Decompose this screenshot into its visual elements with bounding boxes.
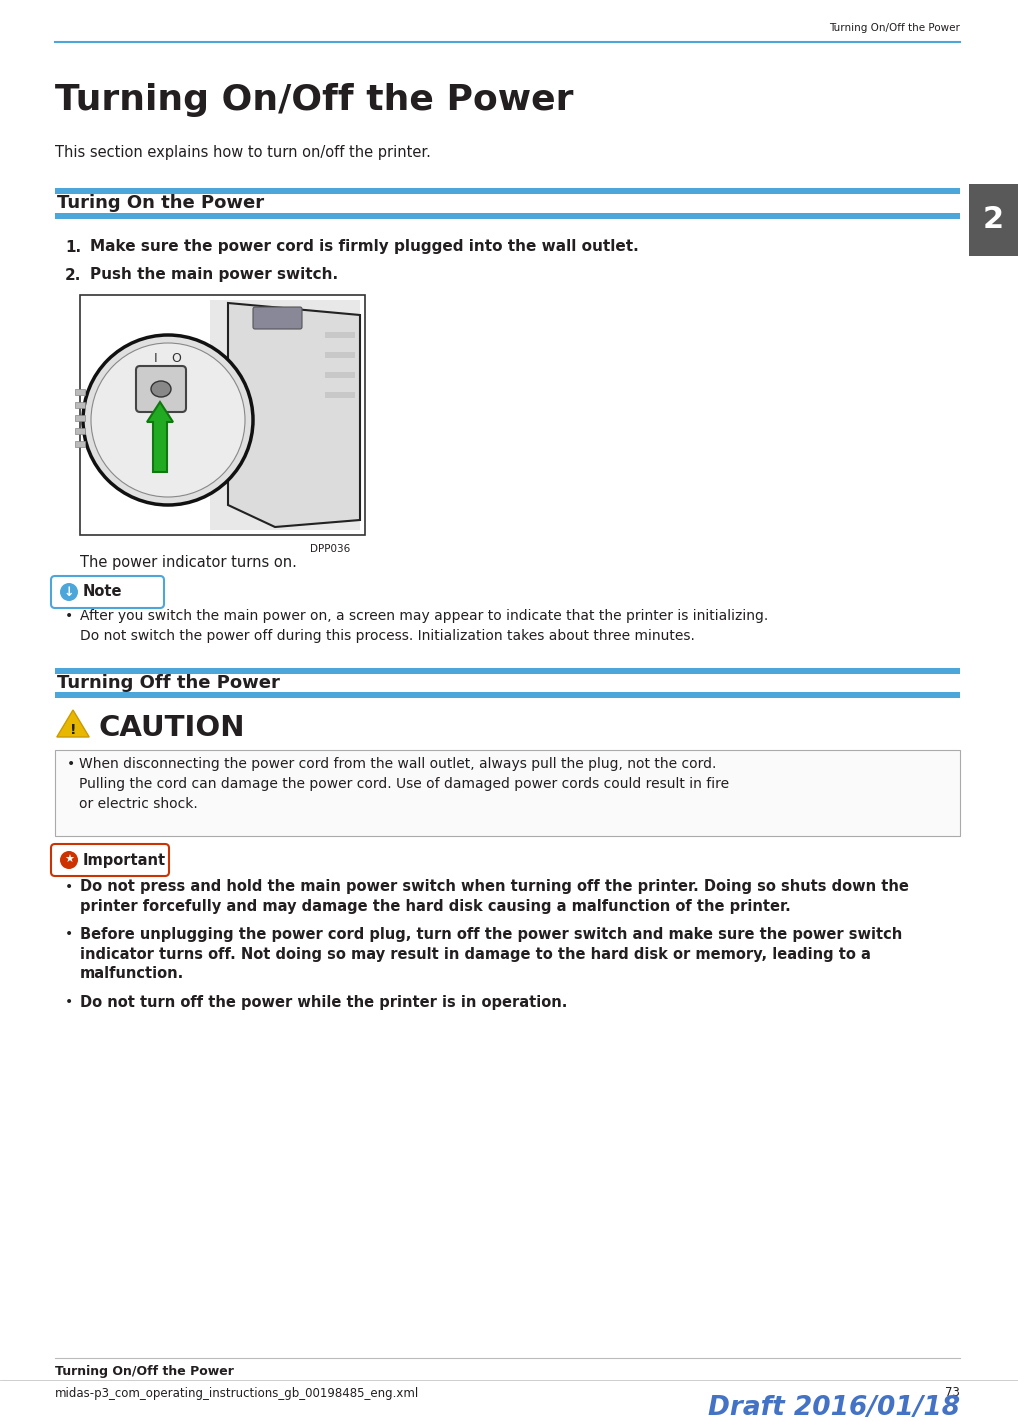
Text: Turing On the Power: Turing On the Power bbox=[57, 195, 264, 213]
Text: I: I bbox=[154, 351, 158, 365]
Text: Do not press and hold the main power switch when turning off the printer. Doing : Do not press and hold the main power swi… bbox=[80, 880, 909, 894]
Text: indicator turns off. Not doing so may result in damage to the hard disk or memor: indicator turns off. Not doing so may re… bbox=[80, 946, 870, 962]
Text: 73: 73 bbox=[945, 1387, 960, 1400]
Bar bbox=[325, 392, 355, 398]
Text: or electric shock.: or electric shock. bbox=[79, 797, 197, 811]
Bar bbox=[80, 296, 365, 534]
Bar bbox=[325, 372, 355, 378]
Bar bbox=[210, 300, 360, 530]
Text: Make sure the power cord is firmly plugged into the wall outlet.: Make sure the power cord is firmly plugg… bbox=[90, 240, 638, 254]
Polygon shape bbox=[57, 710, 90, 737]
FancyBboxPatch shape bbox=[253, 307, 302, 330]
Text: Do not switch the power off during this process. Initialization takes about thre: Do not switch the power off during this … bbox=[80, 630, 695, 642]
Ellipse shape bbox=[151, 381, 171, 396]
Bar bbox=[55, 692, 960, 698]
Bar bbox=[75, 428, 84, 433]
Text: printer forcefully and may damage the hard disk causing a malfunction of the pri: printer forcefully and may damage the ha… bbox=[80, 899, 791, 915]
Text: After you switch the main power on, a screen may appear to indicate that the pri: After you switch the main power on, a sc… bbox=[80, 610, 769, 622]
Circle shape bbox=[60, 583, 78, 601]
Text: Turning On/Off the Power: Turning On/Off the Power bbox=[55, 82, 573, 117]
Text: O: O bbox=[171, 351, 181, 365]
Text: Important: Important bbox=[83, 853, 166, 867]
Text: Pulling the cord can damage the power cord. Use of damaged power cords could res: Pulling the cord can damage the power co… bbox=[79, 777, 729, 791]
Text: Turning On/Off the Power: Turning On/Off the Power bbox=[829, 23, 960, 33]
Text: •: • bbox=[67, 757, 75, 772]
Text: Turning On/Off the Power: Turning On/Off the Power bbox=[55, 1366, 234, 1378]
Text: !: ! bbox=[70, 723, 76, 737]
FancyBboxPatch shape bbox=[136, 367, 186, 412]
Text: Do not turn off the power while the printer is in operation.: Do not turn off the power while the prin… bbox=[80, 995, 567, 1009]
Text: •: • bbox=[65, 880, 73, 894]
Text: Turning Off the Power: Turning Off the Power bbox=[57, 674, 280, 692]
Polygon shape bbox=[228, 303, 360, 527]
Bar bbox=[55, 213, 960, 219]
Text: When disconnecting the power cord from the wall outlet, always pull the plug, no: When disconnecting the power cord from t… bbox=[79, 757, 717, 772]
Bar bbox=[55, 195, 960, 213]
Bar bbox=[55, 750, 960, 836]
Bar bbox=[55, 188, 960, 195]
Text: 2: 2 bbox=[983, 206, 1004, 234]
FancyBboxPatch shape bbox=[51, 576, 164, 608]
Text: Before unplugging the power cord plug, turn off the power switch and make sure t: Before unplugging the power cord plug, t… bbox=[80, 926, 902, 942]
Bar bbox=[55, 668, 960, 674]
Text: •: • bbox=[65, 610, 73, 622]
Circle shape bbox=[91, 342, 245, 497]
Text: Draft 2016/01/18: Draft 2016/01/18 bbox=[708, 1395, 960, 1421]
Text: 1.: 1. bbox=[65, 240, 81, 254]
Bar bbox=[75, 441, 84, 448]
Text: ↓: ↓ bbox=[64, 585, 74, 598]
Text: 2.: 2. bbox=[65, 267, 81, 283]
Text: •: • bbox=[65, 995, 73, 1009]
Text: ★: ★ bbox=[64, 855, 74, 865]
Text: DPP036: DPP036 bbox=[309, 544, 350, 554]
Text: malfunction.: malfunction. bbox=[80, 966, 184, 982]
Circle shape bbox=[60, 851, 78, 870]
Text: •: • bbox=[65, 926, 73, 941]
Text: This section explains how to turn on/off the printer.: This section explains how to turn on/off… bbox=[55, 145, 431, 159]
Bar bbox=[75, 415, 84, 421]
Bar bbox=[75, 402, 84, 408]
Bar bbox=[325, 333, 355, 338]
Text: Push the main power switch.: Push the main power switch. bbox=[90, 267, 338, 283]
Text: The power indicator turns on.: The power indicator turns on. bbox=[80, 554, 297, 570]
Text: Note: Note bbox=[83, 584, 122, 600]
Bar bbox=[969, 183, 1018, 256]
Text: CAUTION: CAUTION bbox=[99, 713, 245, 742]
Bar bbox=[75, 389, 84, 395]
FancyArrow shape bbox=[147, 402, 173, 472]
FancyBboxPatch shape bbox=[51, 844, 169, 875]
Circle shape bbox=[83, 335, 253, 504]
Bar bbox=[325, 352, 355, 358]
Text: midas-p3_com_operating_instructions_gb_00198485_eng.xml: midas-p3_com_operating_instructions_gb_0… bbox=[55, 1387, 419, 1400]
Bar bbox=[55, 674, 960, 692]
